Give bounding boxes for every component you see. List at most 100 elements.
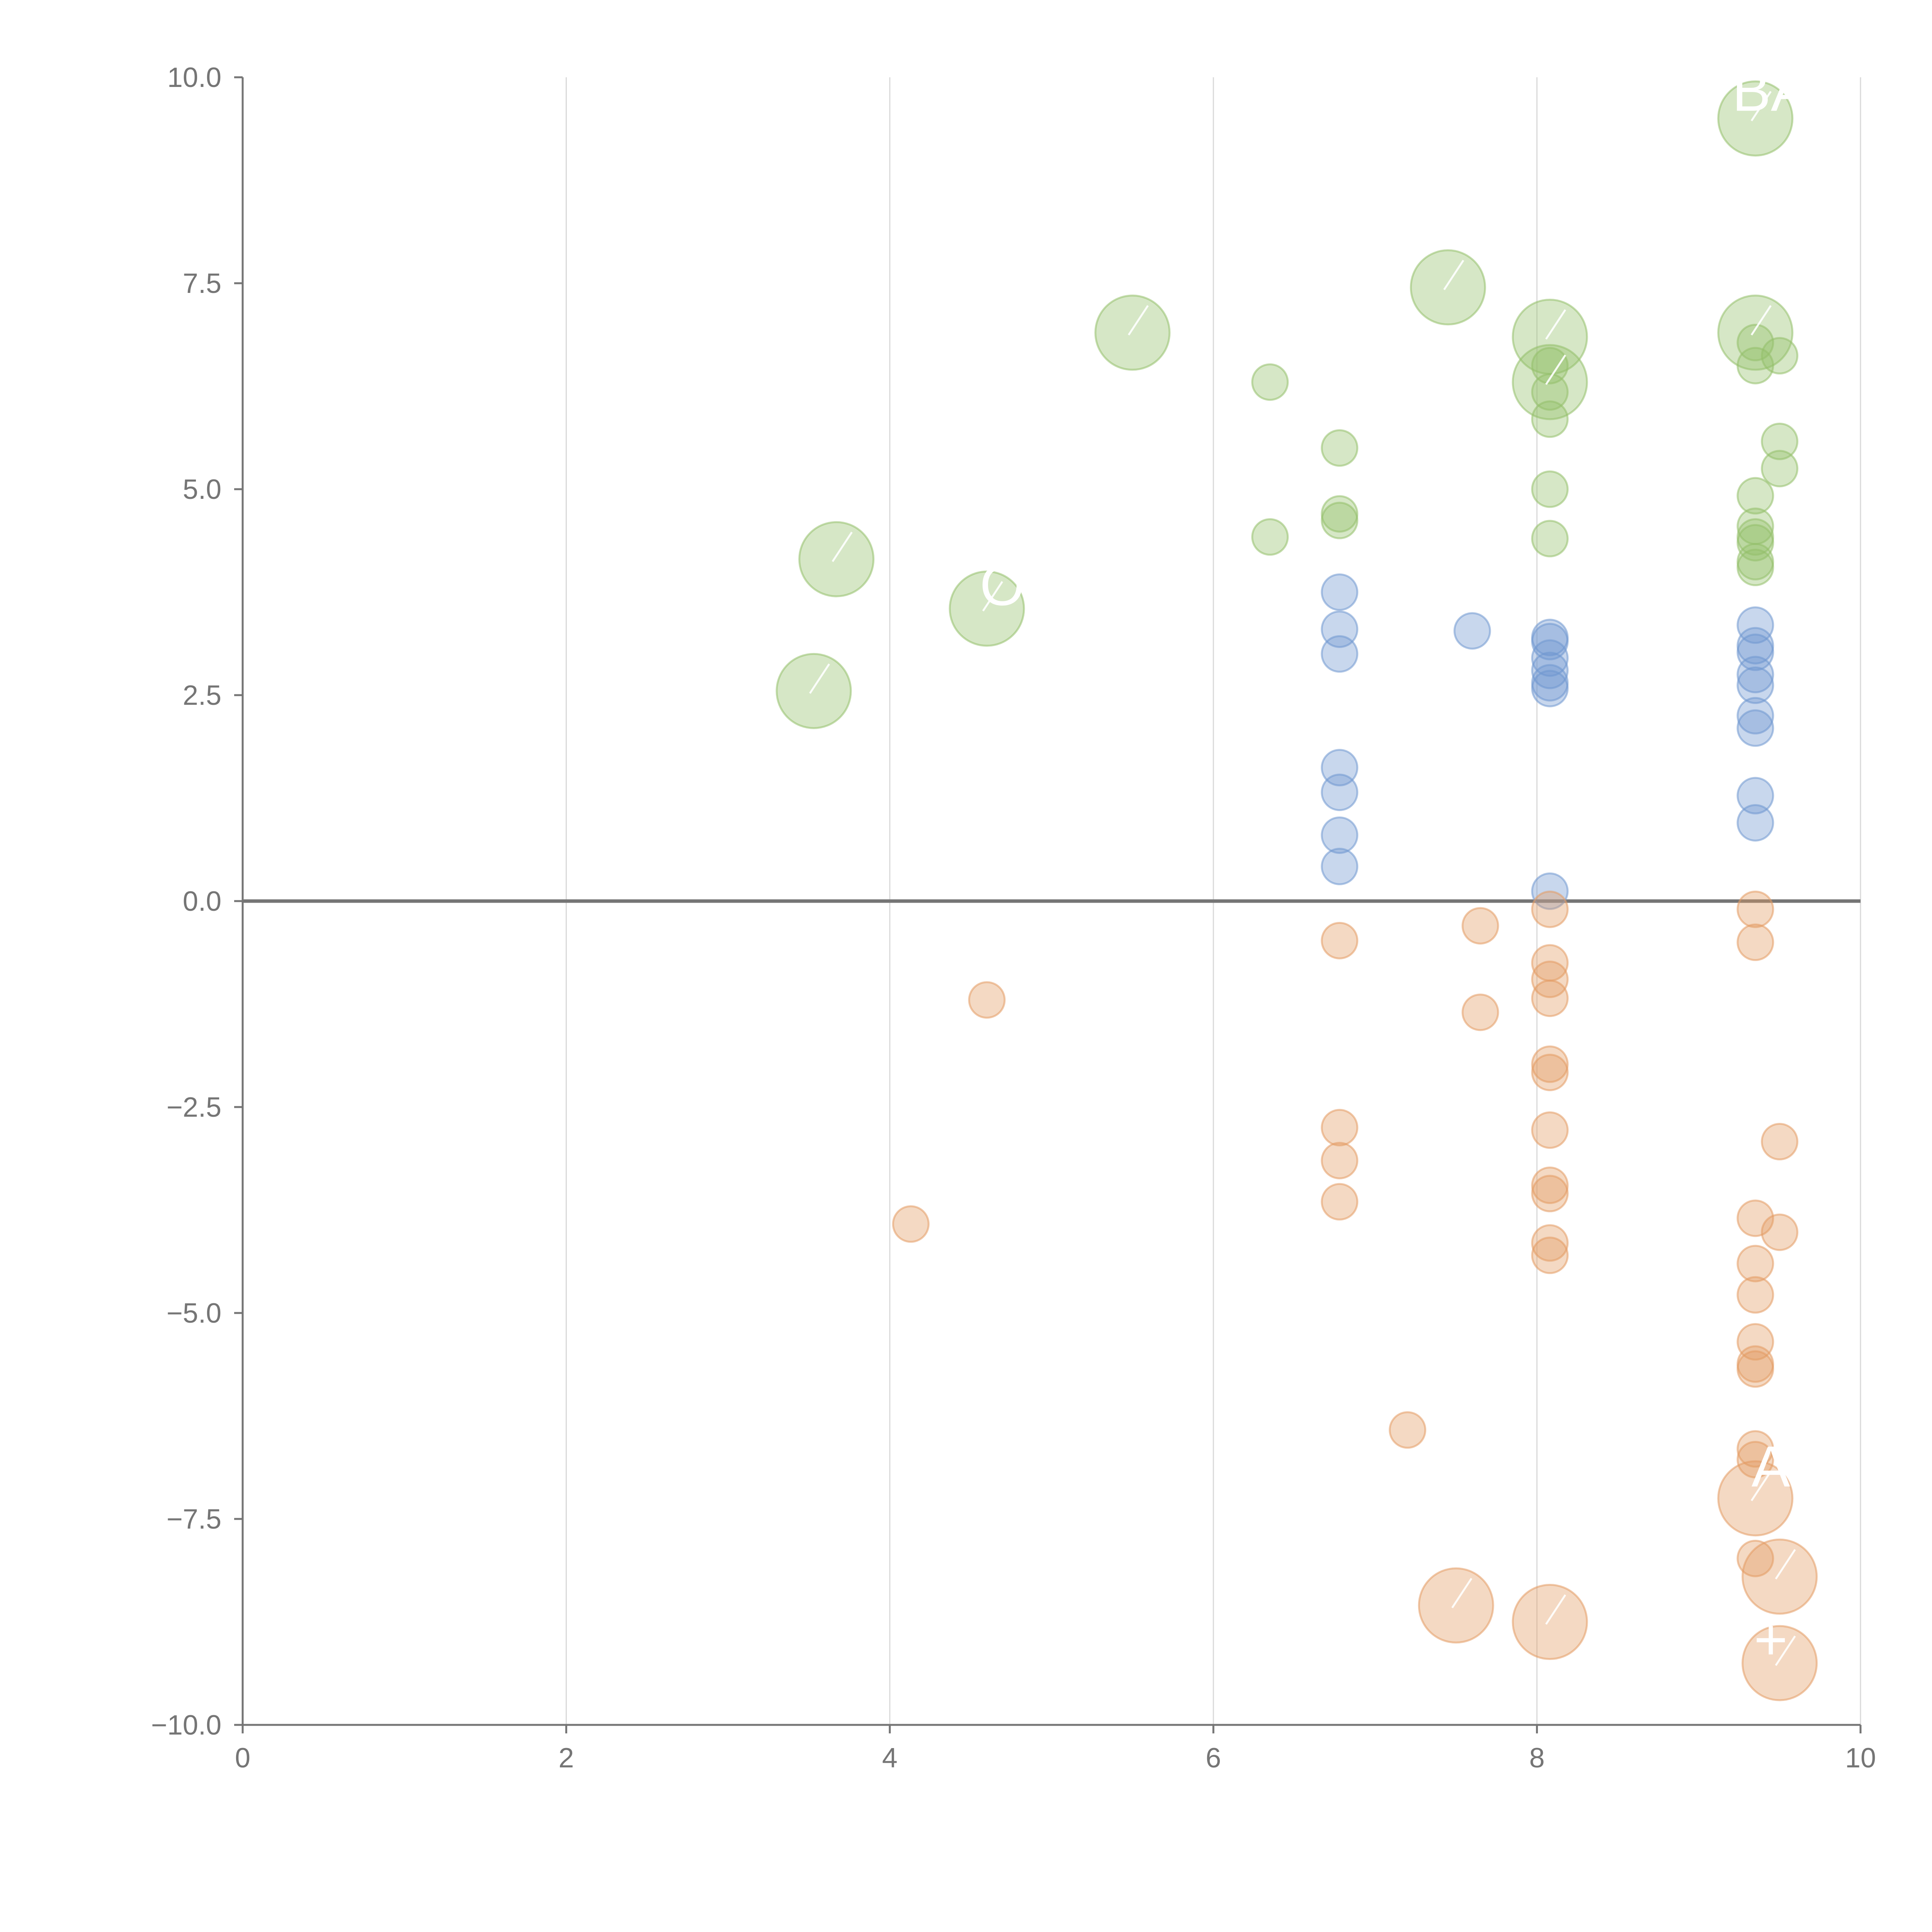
bubble-blue bbox=[1736, 697, 1774, 735]
ticks: 0 2 4 6 8 10 10.0 7.5 5.0 2.5 0.0 −2.5 −5.0 −7.5 −10.0 bbox=[151, 62, 1876, 1774]
y-tick-label: 5.0 bbox=[183, 474, 221, 505]
x-tick-label: 6 bbox=[1206, 1743, 1221, 1774]
bubble-leader-line bbox=[1775, 1635, 1796, 1666]
bubble-orange bbox=[892, 1205, 930, 1243]
bubble-labels: BA A + O bbox=[980, 58, 1810, 1672]
bubble-orange bbox=[1742, 1538, 1818, 1615]
bubble-orange bbox=[1736, 1245, 1774, 1282]
bubble-green bbox=[1531, 347, 1569, 384]
bubble-green bbox=[1321, 502, 1359, 539]
y-tick-label: −2.5 bbox=[167, 1092, 221, 1123]
y-tick-label: −7.5 bbox=[167, 1504, 221, 1535]
bubble-blue bbox=[1736, 633, 1774, 671]
bubble-orange bbox=[1736, 1276, 1774, 1314]
bubble-blue bbox=[1321, 774, 1359, 811]
bubble-orange bbox=[1742, 1625, 1818, 1701]
bubble-orange bbox=[1736, 890, 1774, 928]
bubble-leader-line bbox=[982, 581, 1003, 612]
bubble-blue bbox=[1531, 670, 1569, 707]
bubble-orange bbox=[1531, 1175, 1569, 1213]
bubble-green bbox=[1531, 470, 1569, 508]
bubble-blue bbox=[1321, 816, 1359, 854]
bubble-green bbox=[1736, 477, 1774, 515]
x-tick-label: 0 bbox=[235, 1743, 250, 1774]
bubble-orange bbox=[1531, 1236, 1569, 1274]
bubble-orange bbox=[1321, 922, 1359, 959]
bubble-green bbox=[1717, 294, 1794, 371]
bubble-blue bbox=[1736, 777, 1774, 815]
bubble-blue bbox=[1321, 573, 1359, 611]
bubble-orange bbox=[1531, 1053, 1569, 1091]
bubble-green bbox=[1094, 294, 1171, 371]
bubble-green bbox=[1761, 422, 1799, 460]
y-tick-label: 10.0 bbox=[167, 62, 221, 93]
y-tick-label: 2.5 bbox=[183, 680, 221, 711]
bubble-leader-line bbox=[1443, 260, 1464, 291]
bubble-orange bbox=[1321, 1142, 1359, 1180]
bubble-leader-line bbox=[1451, 1578, 1473, 1609]
bubble-orange bbox=[1321, 1109, 1359, 1146]
label-leader-lines bbox=[809, 91, 1796, 1666]
bubble-green bbox=[1736, 549, 1774, 587]
bubble-orange bbox=[1736, 1440, 1774, 1478]
bubble-orange bbox=[1761, 1123, 1799, 1161]
bubble-green bbox=[1736, 324, 1774, 362]
bubble-green bbox=[798, 521, 875, 597]
bubble-leader-line bbox=[1128, 305, 1149, 336]
bubble-annotation: O bbox=[980, 553, 1025, 617]
y-tick-label: 0.0 bbox=[183, 886, 221, 917]
bubble-orange bbox=[1736, 1323, 1774, 1361]
bubble-blue bbox=[1531, 622, 1569, 660]
bubble-orange bbox=[1736, 1539, 1774, 1577]
x-tick-label: 4 bbox=[882, 1743, 898, 1774]
bubble-orange bbox=[1717, 1460, 1794, 1537]
bubble-green bbox=[949, 570, 1025, 647]
bubble-blue bbox=[1736, 709, 1774, 747]
bubble-green bbox=[1531, 520, 1569, 558]
bubble-orange bbox=[1531, 1111, 1569, 1149]
bubble-blue bbox=[1736, 606, 1774, 644]
bubble-annotation: BA bbox=[1732, 58, 1810, 123]
bubble-green bbox=[1321, 429, 1359, 467]
bubble-blue bbox=[1321, 635, 1359, 673]
y-tick-label: −10.0 bbox=[151, 1710, 221, 1741]
bubble-orange bbox=[1321, 1183, 1359, 1221]
bubble-green bbox=[1251, 363, 1289, 401]
bubble-orange bbox=[1531, 961, 1569, 998]
bubble-orange bbox=[1461, 993, 1499, 1031]
bubble-annotation: + bbox=[1754, 1607, 1788, 1672]
y-tick-label: −5.0 bbox=[167, 1298, 221, 1329]
bubble-leader-line bbox=[1775, 1549, 1796, 1580]
bubble-orange bbox=[1389, 1411, 1427, 1449]
bubble-orange bbox=[1736, 1430, 1774, 1468]
bubble-orange bbox=[1531, 890, 1569, 928]
bubble-orange bbox=[1531, 1224, 1569, 1262]
bubble-leader-line bbox=[1545, 309, 1566, 340]
bubble-leader-line bbox=[832, 531, 853, 562]
bubble-orange bbox=[1531, 1167, 1569, 1204]
bubble-blue bbox=[1736, 656, 1774, 694]
bubble-orange bbox=[1736, 1199, 1774, 1237]
x-tick-label: 2 bbox=[558, 1743, 574, 1774]
bubble-green bbox=[1410, 249, 1486, 326]
bubble-blue bbox=[1453, 612, 1491, 650]
bubble-leader-line bbox=[1545, 354, 1566, 385]
bubble-orange bbox=[1736, 923, 1774, 961]
bubble-orange bbox=[1531, 980, 1569, 1017]
x-tick-label: 8 bbox=[1529, 1743, 1545, 1774]
bubble-green bbox=[1531, 400, 1569, 438]
y-tick-label: 7.5 bbox=[183, 268, 221, 299]
bubble-leader-line bbox=[1750, 1471, 1772, 1502]
bubble-annotation: A bbox=[1752, 1434, 1790, 1499]
bubble-green bbox=[1251, 518, 1289, 556]
bubble-orange bbox=[1461, 907, 1499, 945]
x-tick-label: 10 bbox=[1845, 1743, 1876, 1774]
bubble-green bbox=[1717, 80, 1794, 157]
bubble-orange bbox=[1418, 1567, 1494, 1644]
bubbles bbox=[776, 80, 1818, 1701]
bubble-leader-line bbox=[1750, 305, 1772, 336]
bubble-orange bbox=[1512, 1584, 1588, 1660]
bubble-green bbox=[776, 653, 852, 729]
bubble-orange bbox=[1761, 1213, 1799, 1251]
bubble-leader-line bbox=[1545, 1594, 1566, 1625]
